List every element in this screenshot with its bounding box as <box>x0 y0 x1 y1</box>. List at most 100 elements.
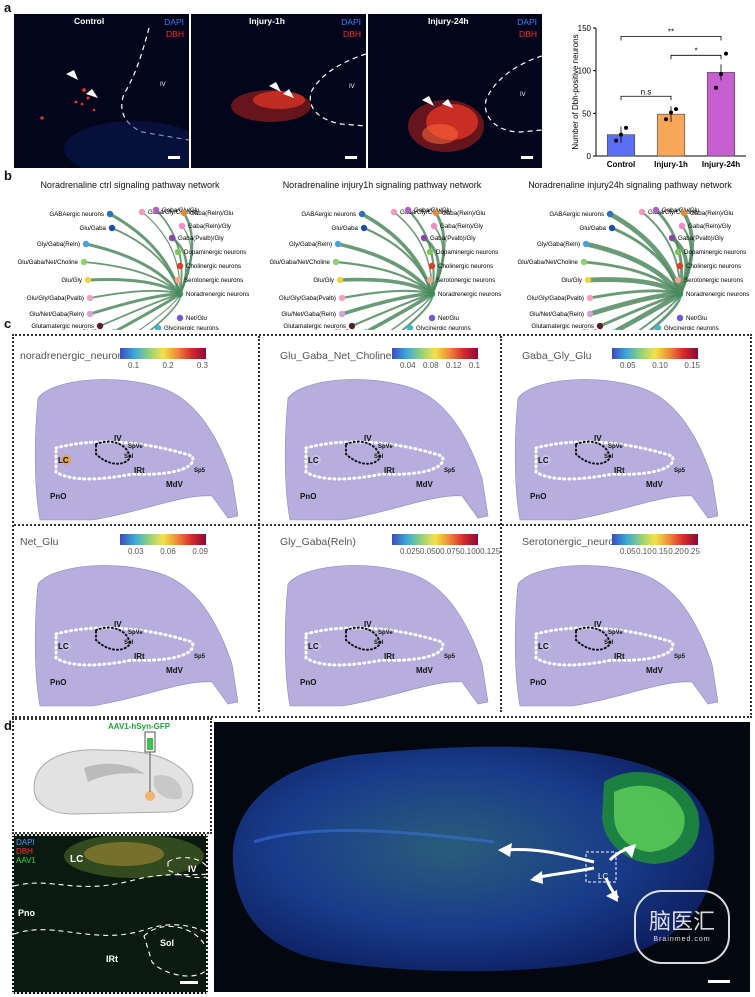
network-node <box>676 290 684 298</box>
region-label: LC <box>308 642 319 651</box>
x-tick-label: Injury-1h <box>654 160 688 169</box>
region-label: Sp5 <box>444 468 456 474</box>
network-node <box>84 276 92 284</box>
region-label: Sp5 <box>674 654 686 660</box>
bar <box>706 72 736 157</box>
region-label: IRt <box>134 466 145 475</box>
colorbar <box>120 534 206 545</box>
spatial-map: noradrenergic_neurons 0.1 0.2 0.3 IV SpVe Sol L… <box>16 338 256 522</box>
colorbar-tick-label: 0.20 <box>668 547 684 556</box>
region-label: IV <box>114 434 122 443</box>
panel-d-label: d <box>4 718 12 733</box>
y-tick-label: 0 <box>587 152 592 161</box>
micrograph-control-art <box>40 27 189 168</box>
region-label: LC <box>58 642 69 651</box>
network-edge <box>670 236 689 295</box>
network-node-label: Glutamatergic neurons <box>531 323 594 330</box>
micrograph-injury-24h: Injury-24h DAPI DBH IV <box>368 14 542 168</box>
tissue-section <box>514 565 719 707</box>
network-node-label: Gaba(Pvalb)/Gly <box>178 235 225 242</box>
network-node <box>358 210 366 218</box>
network-node <box>174 248 182 256</box>
network-node-label: Gaba/Gly/Choline <box>148 209 197 216</box>
network-node-label: Gaba/Gly/Glu <box>414 207 452 214</box>
region-label: IRt <box>384 466 395 475</box>
channel-legend: DAPI DBH <box>341 16 361 40</box>
network-node <box>180 209 188 217</box>
network-node-label: Dopaminergic neurons <box>436 249 498 256</box>
region-label: IV <box>349 84 355 90</box>
network-node <box>174 276 182 284</box>
colorbar-ticks: 0.03 0.06 0.09 <box>128 547 208 556</box>
region-label: PnO <box>300 492 317 501</box>
network-edge <box>589 291 681 317</box>
network-node-label: Glycinergic neurons <box>164 325 219 330</box>
colorbar-tick-label: 0.09 <box>192 547 208 556</box>
network-edge <box>363 227 434 295</box>
region-label: PnO <box>300 678 317 687</box>
network-node <box>338 294 346 302</box>
network-node <box>406 324 414 330</box>
region-label: SpVe <box>608 444 623 450</box>
network-node <box>338 310 346 318</box>
colorbar-ticks: 0.05 0.10 0.15 0.20 0.25 <box>620 547 700 556</box>
network-node <box>668 234 676 242</box>
colorbar-tick-label: 0.10 <box>636 547 652 556</box>
network-node-label: Glu/Gly <box>313 277 335 284</box>
network-node <box>176 262 184 270</box>
dapi-label: DAPI <box>16 838 35 847</box>
region-label: Sp5 <box>194 468 206 474</box>
network-node-label: Dopaminergic neurons <box>684 249 746 256</box>
network-node <box>176 290 184 298</box>
dbh-label: DBH <box>166 29 184 39</box>
tissue-section <box>34 379 239 521</box>
colorbar-tick-label: 0.06 <box>160 547 176 556</box>
region-label: PnO <box>50 492 67 501</box>
network-node <box>420 234 428 242</box>
network-node <box>111 328 117 330</box>
map-title: Gly_Gaba(Reln) <box>280 536 356 548</box>
region-label: PnO <box>50 678 67 687</box>
network-node-label: Glutamatergic neurons <box>283 323 346 330</box>
injection-schematic-frame: AAV1-hSyn-GFP <box>12 718 212 834</box>
network-node <box>176 314 184 322</box>
network-node-label: Glu/Gly/Gaba(Pvalb) <box>527 295 584 302</box>
network-edge <box>611 226 682 295</box>
network-node <box>426 248 434 256</box>
dbh-label: DBH <box>519 29 537 39</box>
spatial-maps-frame <box>12 334 752 718</box>
network-node-label: Glu/Gaba/Net/Choline <box>269 259 330 266</box>
network-node-label: Gaba(Reln)/Gly <box>188 223 232 230</box>
region-label: SpVe <box>378 444 393 450</box>
network-edge <box>155 209 183 295</box>
network-node <box>390 208 398 216</box>
network-edge <box>89 289 181 299</box>
spatial-map: Net_Glu 0.03 0.06 0.09 IV SpVe Sol LC IRt Sp5 MdV P… <box>16 528 256 712</box>
network-node-label: Glutamatergic neurons <box>31 323 94 330</box>
channel-legend: DAPI DBH <box>164 16 184 40</box>
data-point <box>624 125 628 130</box>
x-tick-label: Control <box>607 160 635 169</box>
region-label: SpVe <box>378 630 393 636</box>
colorbar-ticks: 0.05 0.10 0.15 <box>620 361 700 370</box>
network-node-label: Gly/Gaba <box>334 329 361 330</box>
region-label: Sol <box>160 938 175 948</box>
lc-hotspot <box>541 455 551 465</box>
colorbar-tick-label: 0.100 <box>460 547 481 556</box>
network-edge <box>114 292 181 330</box>
data-point <box>614 138 618 143</box>
network-node <box>168 234 176 242</box>
network-node <box>178 222 186 230</box>
network-node <box>608 224 616 232</box>
network-node-label: Cholinergic neurons <box>438 263 493 270</box>
network-node <box>674 248 682 256</box>
region-label: LC <box>538 456 549 465</box>
lc-micrograph: DAPI DBH AAV1 LC IV Pno Sol IRt <box>12 834 208 994</box>
region-label: MdV <box>166 666 183 675</box>
network-node <box>674 276 682 284</box>
network-node-label: Cholinergic neurons <box>686 263 741 270</box>
colorbar-tick-label: 0.25 <box>684 547 700 556</box>
network-node-label: Gaba(Reln)/Gly <box>440 223 484 230</box>
network-node <box>678 222 686 230</box>
micrograph-injury-24h-art <box>408 55 542 152</box>
